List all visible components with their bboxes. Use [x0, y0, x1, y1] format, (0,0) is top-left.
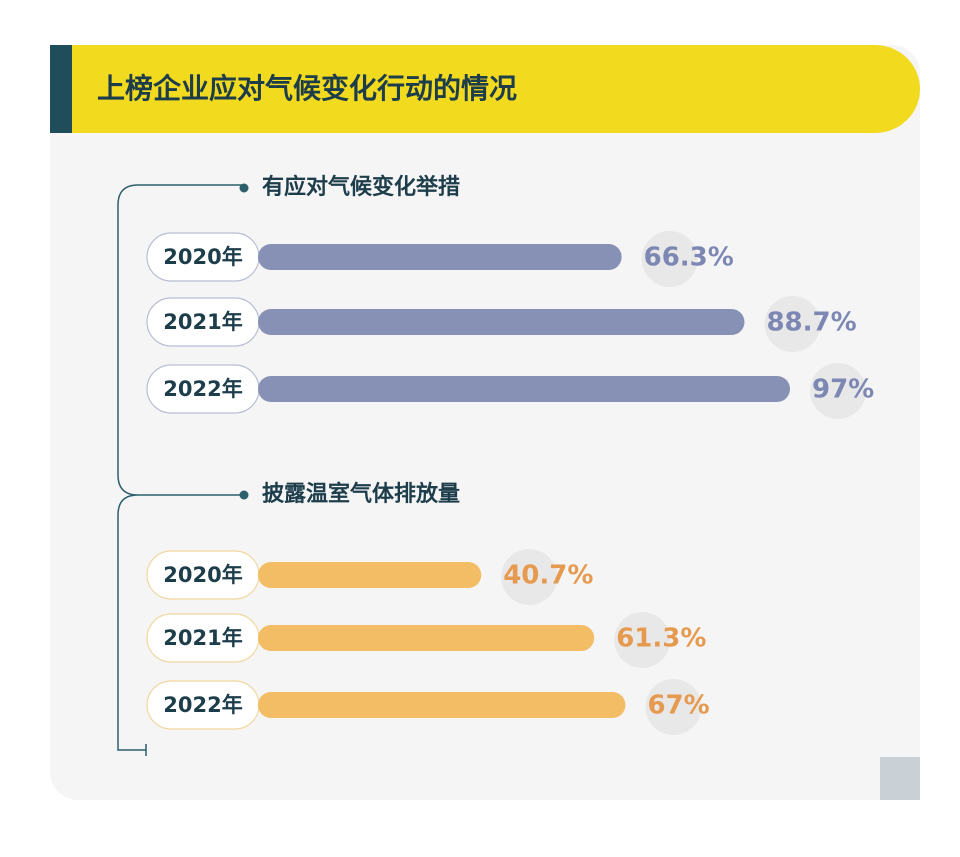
bracket: [117, 184, 244, 756]
value-label: 88.7%: [766, 308, 856, 338]
value-label: 97%: [812, 375, 874, 405]
bar: [258, 376, 790, 402]
corner-block: [880, 757, 920, 800]
value-label: 61.3%: [616, 624, 706, 654]
header-band: [50, 45, 920, 133]
year-label: 2021年: [163, 310, 242, 334]
label-bubble: [810, 363, 866, 419]
label-bubble: [614, 612, 671, 668]
value-label: 66.3%: [644, 243, 734, 273]
section-dot: [239, 183, 249, 193]
page-title: 上榜企业应对气候变化行动的情况: [97, 72, 517, 105]
year-label: 2020年: [163, 245, 242, 269]
section-title: 有应对气候变化举措: [262, 174, 460, 200]
section-title: 披露温室气体排放量: [262, 481, 460, 507]
bar: [258, 625, 595, 651]
card: [50, 45, 920, 800]
year-label: 2020年: [163, 563, 242, 587]
value-label: 40.7%: [503, 561, 593, 591]
value-label: 67%: [647, 691, 709, 721]
year-label: 2021年: [163, 626, 242, 650]
bar: [258, 244, 622, 270]
label-bubble: [645, 679, 702, 735]
label-bubble: [641, 231, 698, 287]
label-bubble: [501, 549, 558, 605]
header-accent: [50, 45, 72, 133]
year-label: 2022年: [163, 693, 242, 717]
section-dot: [239, 490, 249, 500]
label-bubble: [764, 296, 821, 352]
bar: [258, 309, 745, 335]
charts: 有应对气候变化举措 2020年 66.3% 2021年 88.7% 2022年 97% 披露温…: [146, 174, 874, 735]
year-label: 2022年: [163, 377, 242, 401]
bar: [258, 692, 626, 718]
bar: [258, 562, 482, 588]
